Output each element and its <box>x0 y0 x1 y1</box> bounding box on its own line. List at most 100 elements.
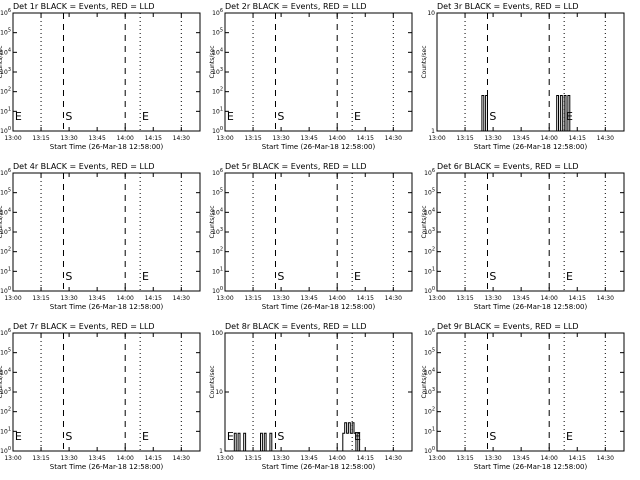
x-axis-label: Start Time (26-Mar-18 12:58:00) <box>262 143 376 151</box>
x-tick-label: 14:15 <box>357 295 374 302</box>
y-tick-label: 10 <box>427 10 435 17</box>
y-tick-label: 103 <box>424 387 435 396</box>
y-tick-label: 101 <box>212 266 223 275</box>
marker-E: E <box>354 110 361 123</box>
y-tick-label: 103 <box>424 227 435 236</box>
y-tick-label: 103 <box>0 227 11 236</box>
x-tick-label: 14:30 <box>597 455 614 462</box>
y-tick-label: 100 <box>0 446 11 455</box>
x-tick-label: 13:00 <box>4 135 21 142</box>
chart-panel-det4: Det 4r BLACK = Events, RED = LLD 13:00 13:… <box>0 162 201 311</box>
y-tick-label: 104 <box>424 207 435 216</box>
x-tick-label: 13:30 <box>484 135 501 142</box>
chart-title: Det 8r BLACK = Events, RED = LLD <box>225 322 367 331</box>
y-axis-label: Counts/sec <box>0 205 4 238</box>
x-tick-label: 13:15 <box>244 135 261 142</box>
x-tick-label: 13:00 <box>4 455 21 462</box>
marker-S: S <box>489 110 496 123</box>
marker-E: E <box>227 110 234 123</box>
y-tick-label: 101 <box>424 426 435 435</box>
marker-E: E <box>566 430 573 443</box>
chart-title: Det 3r BLACK = Events, RED = LLD <box>437 2 579 11</box>
y-tick-label: 101 <box>0 426 11 435</box>
x-tick-label: 13:45 <box>301 295 318 302</box>
x-tick-label: 14:15 <box>145 295 162 302</box>
y-tick-label: 106 <box>0 168 11 177</box>
x-tick-label: 14:30 <box>173 455 190 462</box>
x-tick-label: 14:00 <box>117 135 134 142</box>
x-tick-label: 13:30 <box>272 455 289 462</box>
x-tick-label: 13:15 <box>244 455 261 462</box>
x-tick-label: 14:15 <box>357 135 374 142</box>
y-axis-label: Counts/sec <box>209 365 216 398</box>
y-tick-label: 104 <box>212 47 223 56</box>
marker-S: S <box>489 270 496 283</box>
x-tick-label: 14:30 <box>597 295 614 302</box>
y-tick-label: 10 <box>215 389 223 396</box>
x-tick-label: 13:00 <box>216 455 233 462</box>
x-tick-label: 14:15 <box>357 455 374 462</box>
y-tick-label: 105 <box>424 188 435 197</box>
x-tick-label: 14:30 <box>173 135 190 142</box>
x-tick-label: 13:15 <box>456 135 473 142</box>
chart-panel-det6: Det 6r BLACK = Events, RED = LLD 13:00 13:… <box>421 162 625 311</box>
series-events <box>481 95 571 132</box>
x-tick-label: 13:15 <box>456 295 473 302</box>
x-axis-label: Start Time (26-Mar-18 12:58:00) <box>262 303 376 311</box>
chart-title: Det 7r BLACK = Events, RED = LLD <box>13 322 155 331</box>
x-axis-label: Start Time (26-Mar-18 12:58:00) <box>50 143 164 151</box>
marker-S: S <box>65 270 72 283</box>
x-axis-label: Start Time (26-Mar-18 12:58:00) <box>474 143 588 151</box>
x-tick-label: 13:00 <box>216 135 233 142</box>
x-tick-label: 13:45 <box>89 295 106 302</box>
marker-S: S <box>277 270 284 283</box>
y-tick-label: 104 <box>0 47 11 56</box>
y-tick-label: 100 <box>212 286 223 295</box>
y-tick-label: 1 <box>219 448 223 455</box>
x-tick-label: 13:45 <box>513 135 530 142</box>
y-tick-label: 100 <box>212 126 223 135</box>
marker-E: E <box>15 110 22 123</box>
x-tick-label: 13:45 <box>301 455 318 462</box>
x-tick-label: 13:15 <box>32 455 49 462</box>
x-tick-label: 13:30 <box>272 135 289 142</box>
x-tick-label: 13:45 <box>301 135 318 142</box>
y-tick-label: 102 <box>0 87 11 96</box>
x-tick-label: 13:15 <box>244 295 261 302</box>
x-tick-label: 13:30 <box>484 295 501 302</box>
x-tick-label: 13:15 <box>32 295 49 302</box>
x-tick-label: 13:00 <box>216 295 233 302</box>
x-tick-label: 14:15 <box>145 455 162 462</box>
y-axis-label: Counts/sec <box>209 45 216 78</box>
y-tick-label: 102 <box>212 87 223 96</box>
marker-S: S <box>65 110 72 123</box>
y-tick-label: 1 <box>431 128 435 135</box>
x-tick-label: 13:30 <box>60 295 77 302</box>
x-tick-label: 14:00 <box>329 295 346 302</box>
y-tick-label: 104 <box>424 367 435 376</box>
x-tick-label: 13:15 <box>32 135 49 142</box>
y-tick-label: 103 <box>0 387 11 396</box>
chart-panel-det3: Det 3r BLACK = Events, RED = LLD 13:00 13:… <box>421 2 625 151</box>
x-tick-label: 13:30 <box>60 455 77 462</box>
y-tick-label: 101 <box>0 266 11 275</box>
x-tick-label: 13:45 <box>513 295 530 302</box>
x-tick-label: 14:15 <box>145 135 162 142</box>
x-tick-label: 13:00 <box>428 295 445 302</box>
y-tick-label: 105 <box>0 188 11 197</box>
y-axis-label: Counts/sec <box>421 45 428 78</box>
y-tick-label: 103 <box>212 227 223 236</box>
x-tick-label: 14:00 <box>329 135 346 142</box>
y-tick-label: 102 <box>0 247 11 256</box>
marker-S: S <box>277 110 284 123</box>
marker-E: E <box>15 430 22 443</box>
x-tick-label: 14:00 <box>541 455 558 462</box>
y-tick-label: 101 <box>0 106 11 115</box>
chart-panel-det1: Det 1r BLACK = Events, RED = LLD 13:00 13:… <box>0 2 201 151</box>
y-tick-label: 105 <box>212 28 223 37</box>
y-tick-label: 103 <box>0 67 11 76</box>
y-tick-label: 100 <box>0 286 11 295</box>
chart-title: Det 9r BLACK = Events, RED = LLD <box>437 322 579 331</box>
x-tick-label: 13:00 <box>428 135 445 142</box>
x-tick-label: 13:30 <box>484 455 501 462</box>
